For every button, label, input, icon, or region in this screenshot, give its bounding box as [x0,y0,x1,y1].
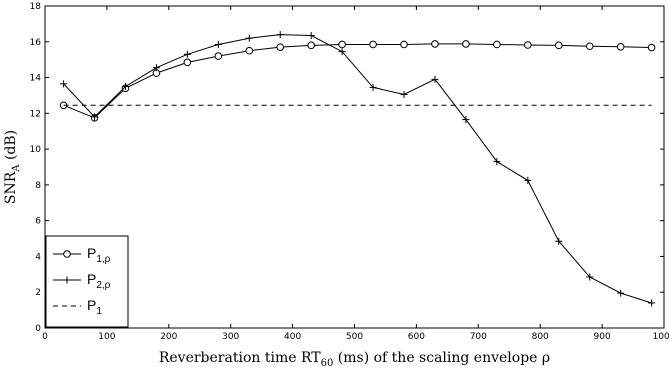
y-tick-label: 4 [35,252,41,262]
series-2-point [338,48,346,56]
y-tick-label: 8 [35,181,41,191]
series-2-point [524,176,532,184]
series-2-point [369,83,377,91]
series-1-point [400,40,408,49]
series-1-point [369,40,377,49]
legend-marker-2 [63,276,71,284]
series-line-1 [63,43,652,119]
x-tick-label: 400 [284,332,301,342]
series-1-point [616,42,625,51]
x-tick-label: 800 [532,332,549,342]
series-2-point [121,83,129,90]
x-tick-label: 0 [42,332,48,342]
series-1-point [183,58,192,67]
y-tick-label: 6 [35,217,41,227]
series-2-point [431,75,439,83]
x-tick-label: 200 [160,332,177,342]
series-2-point [60,80,68,88]
series-1-point [214,52,223,60]
x-axis-label: Reverberation time RT60 (ms) of the scal… [159,350,550,369]
y-axis-label: SNRA (dB) [3,130,22,204]
series-1-point [524,41,532,49]
series-2-point [555,237,563,245]
series-2-point [183,50,191,58]
series-2-point [214,40,222,48]
y-tick-label: 0 [35,324,41,334]
y-tick-label: 12 [30,109,41,119]
x-tick-label: 100 [98,332,115,342]
series-2-point [648,299,656,307]
series-1-point [585,42,594,51]
series-2-point [91,113,99,121]
y-tick-label: 10 [30,145,42,155]
legend: P1,ρ P2,ρ P1 [45,235,129,328]
series-1-point [431,40,439,48]
series-1-point [276,43,285,51]
legend-box [45,235,129,328]
series-1-point [462,40,470,48]
series-1-point [493,40,501,49]
y-tick-label: 14 [30,74,42,84]
legend-label-3: P1 [87,297,102,317]
series-2-point [462,116,470,124]
x-tick-label: 600 [408,332,425,342]
x-tick-label: 700 [470,332,487,342]
x-tick-label: 500 [346,332,363,342]
series-2-point [586,273,594,281]
axis-ticks [44,5,665,329]
legend-label-1: P1,ρ [87,245,111,265]
plot-area [44,5,665,329]
series-2-point [400,91,408,99]
series-1-point [647,43,656,52]
series-layer [59,31,656,307]
series-2-point [493,158,501,166]
series-2-point [307,32,315,40]
legend-marker-1 [63,250,71,258]
x-tick-label: 900 [594,332,611,342]
series-1-point [245,46,254,55]
y-tick-label: 16 [30,38,42,48]
x-tick-label: 300 [222,332,239,342]
y-tick-label: 18 [30,2,42,12]
series-1-point [338,40,346,49]
legend-label-2: P2,ρ [87,271,111,291]
series-line-2 [63,34,652,304]
series-2-point [152,64,160,72]
series-1-point [307,41,315,50]
series-1-point [554,41,563,50]
series-2-point [617,289,625,297]
series-2-point [276,31,284,39]
y-tick-label: 2 [35,288,41,298]
series-2-point [245,34,253,42]
